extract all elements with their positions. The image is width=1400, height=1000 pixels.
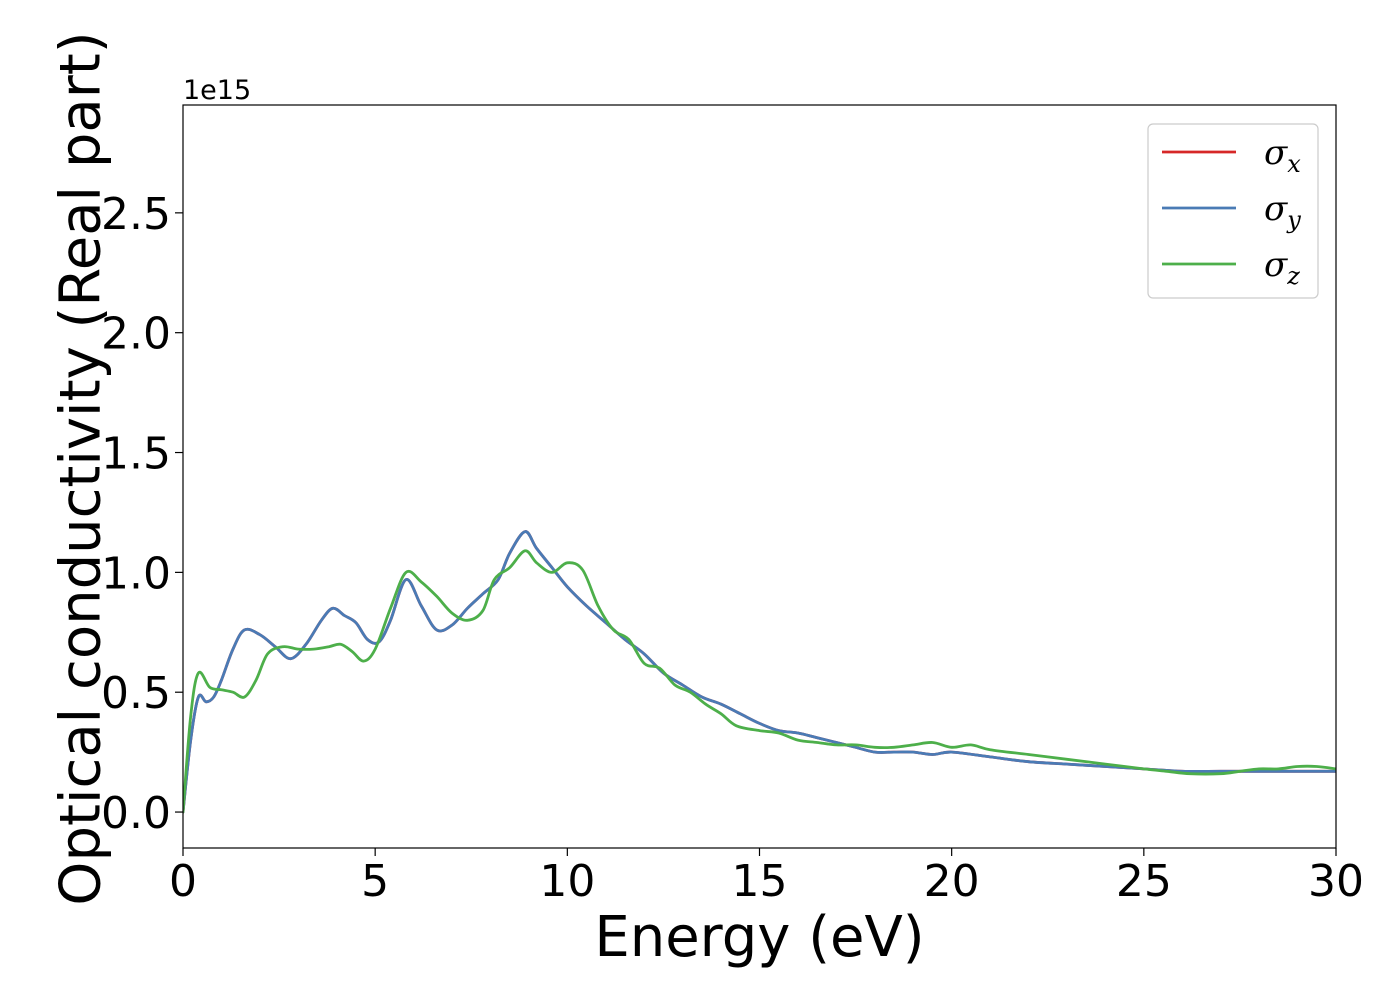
series-line-y bbox=[183, 530, 1336, 814]
y-tick-label: 2.5 bbox=[101, 189, 171, 240]
y-tick-label: 1.0 bbox=[101, 548, 171, 599]
legend-label-y: σy bbox=[1264, 189, 1301, 234]
y-tick-label: 1.5 bbox=[101, 429, 171, 480]
legend-label-z: σz bbox=[1264, 245, 1300, 290]
x-tick-label: 20 bbox=[924, 856, 980, 907]
x-tick-label: 0 bbox=[169, 856, 197, 907]
y-tick-label: 0.5 bbox=[101, 668, 171, 719]
legend-box bbox=[1147, 123, 1319, 299]
y-offset-label: 1e15 bbox=[183, 75, 251, 106]
x-tick-label: 30 bbox=[1308, 856, 1364, 907]
x-tick-label: 5 bbox=[361, 856, 389, 907]
series-line-z bbox=[183, 549, 1336, 814]
x-tick-label: 10 bbox=[539, 856, 595, 907]
plot-lines bbox=[183, 530, 1336, 814]
legend: σx σy σz bbox=[1147, 123, 1319, 299]
legend-label-x: σx bbox=[1264, 133, 1301, 178]
y-tick-label: 0.0 bbox=[101, 788, 171, 839]
y-tick-label: 2.0 bbox=[101, 309, 171, 360]
y-axis-title: Optical conductivity (Real part) bbox=[49, 31, 114, 905]
x-axis: 0 5 10 15 20 25 30 bbox=[169, 848, 1364, 907]
x-tick-label: 25 bbox=[1116, 856, 1172, 907]
x-axis-title: Energy (eV) bbox=[594, 905, 924, 970]
y-axis: 0.0 0.5 1.0 1.5 2.0 2.5 bbox=[101, 189, 183, 839]
x-tick-label: 15 bbox=[732, 856, 788, 907]
